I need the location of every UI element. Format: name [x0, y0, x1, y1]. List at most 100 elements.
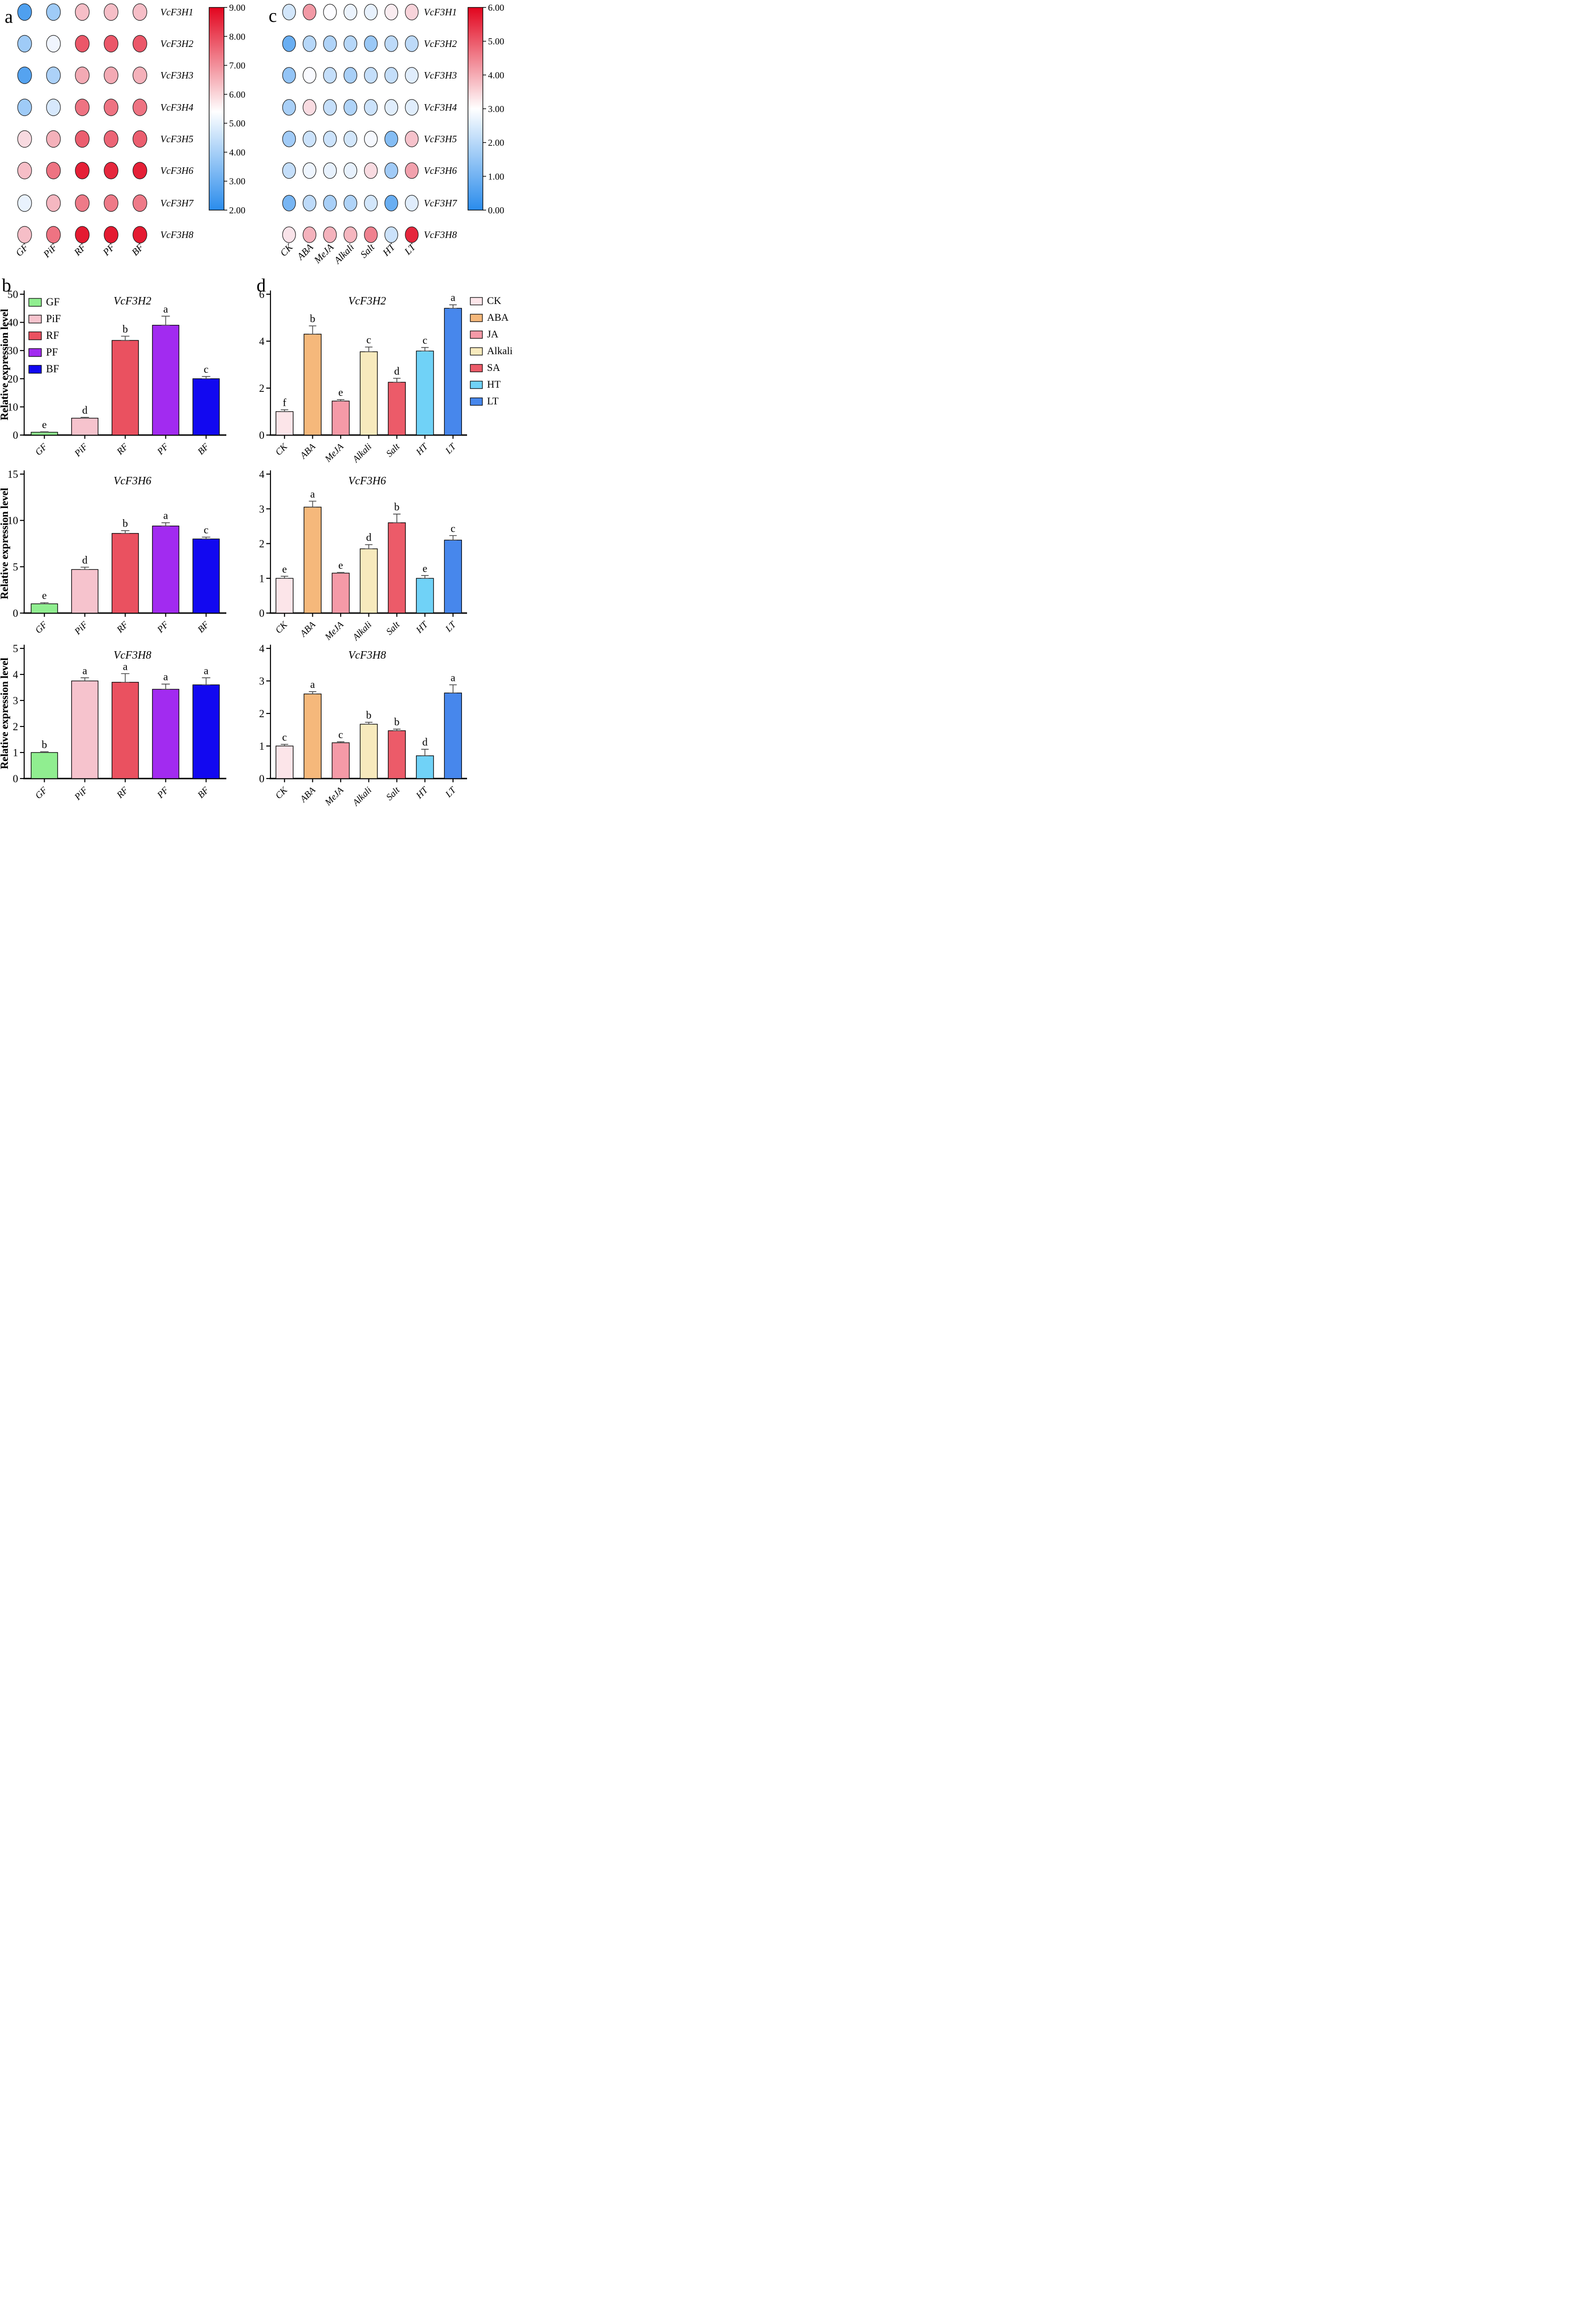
- heatmap-dot: [364, 226, 378, 243]
- heatmap-dot: [343, 195, 357, 211]
- sig-letter: b: [366, 709, 372, 721]
- heatmap-dot: [17, 194, 32, 212]
- sig-letter: b: [42, 739, 47, 750]
- panel-letter-b: b: [2, 275, 11, 296]
- y-axis-label: Relative expression level: [0, 658, 10, 769]
- y-axis-label: Relative expression level: [0, 488, 10, 600]
- heatmap-dot: [46, 66, 61, 84]
- heatmap-dot: [46, 162, 61, 179]
- bar: [303, 334, 322, 436]
- sig-letter: c: [422, 335, 427, 346]
- heatmap-dot: [303, 131, 316, 147]
- sig-letter: b: [394, 716, 400, 728]
- x-tick-label: HT: [414, 619, 431, 636]
- x-tick-label: CK: [273, 785, 290, 801]
- legend-label: JA: [487, 328, 499, 340]
- gene-label: VcF3H4: [424, 102, 457, 113]
- heatmap-dot: [17, 130, 32, 148]
- heatmap-dot: [303, 35, 316, 52]
- heatmap-dot: [75, 3, 90, 21]
- x-tick-label: PiF: [72, 619, 90, 637]
- gene-label: VcF3H4: [160, 102, 194, 113]
- legend-swatch: [470, 347, 483, 356]
- bar: [31, 603, 58, 614]
- x-tick-label: PiF: [72, 785, 90, 802]
- heatmap-dot: [104, 99, 119, 116]
- gene-label: VcF3H2: [160, 38, 194, 49]
- legend-swatch: [470, 330, 483, 339]
- bar: [112, 533, 139, 614]
- heatmap-dot: [384, 35, 398, 52]
- legend-swatch: [470, 364, 483, 372]
- legend-label: Alkali: [487, 345, 513, 357]
- heatmap-dot: [323, 67, 337, 84]
- sig-letter: a: [82, 665, 87, 676]
- heatmap-dot: [405, 99, 419, 116]
- bar-chart-b1: 0 10 20 30 40 50 e GF d PiF b RF a PF c BF VcF3H2 Relativ…: [0, 289, 226, 459]
- heatmap-col-label: LT: [402, 241, 418, 257]
- y-tick-label: 2: [259, 708, 265, 720]
- heatmap-dot: [282, 67, 296, 84]
- y-tick-label: 0: [259, 607, 265, 619]
- y-tick-label: 4: [259, 469, 265, 480]
- heatmap-dot: [384, 195, 398, 211]
- heatmap-dot: [104, 66, 119, 84]
- x-tick-label: Alkali: [350, 785, 374, 808]
- x-tick-label: GF: [33, 785, 50, 801]
- sig-letter: a: [310, 488, 315, 500]
- bar: [276, 578, 294, 614]
- y-tick-label: 4: [259, 643, 265, 654]
- x-tick-label: ABA: [297, 441, 317, 461]
- heatmap-dot: [104, 3, 119, 21]
- sig-letter: a: [451, 292, 455, 304]
- heatmap-dot: [384, 131, 398, 147]
- colorbar-tick-label: 3.00: [229, 177, 245, 187]
- y-tick-label: 0: [259, 429, 265, 441]
- heatmap-dot: [323, 99, 337, 116]
- heatmap-dot: [132, 130, 147, 148]
- heatmap-dot: [132, 226, 147, 244]
- heatmap-dot: [17, 66, 32, 84]
- y-tick-label: 1: [13, 747, 19, 759]
- bar: [71, 680, 99, 779]
- y-tick-label: 2: [13, 721, 19, 733]
- heatmap-dot: [303, 162, 316, 179]
- bar: [303, 693, 322, 779]
- bar-chart-d2: 0 1 2 3 4 e CK a ABA e MeJA d Alkali b Salt e HT c LT VcF3H…: [0, 469, 467, 643]
- x-tick-label: MeJA: [323, 619, 346, 642]
- heatmap-dot: [323, 162, 337, 179]
- bar: [360, 724, 378, 779]
- heatmap-dot: [104, 35, 119, 53]
- heatmap-col-label: ABA: [294, 241, 316, 263]
- heatmap-dot: [104, 194, 119, 212]
- heatmap-dot: [46, 99, 61, 116]
- heatmap-dot: [303, 67, 316, 84]
- sig-letter: d: [82, 554, 88, 566]
- bar: [360, 351, 378, 436]
- heatmap-dot: [364, 67, 378, 84]
- x-tick-label: PiF: [72, 441, 90, 459]
- colorbar-tick-label: 4.00: [229, 147, 245, 158]
- heatmap-dot: [132, 35, 147, 53]
- heatmap-dot: [405, 35, 419, 52]
- y-tick-label: 4: [13, 669, 19, 680]
- bar: [276, 411, 294, 436]
- heatmap-dot: [405, 226, 419, 243]
- gene-label: VcF3H8: [424, 229, 457, 240]
- heatmap-dot: [75, 194, 90, 212]
- heatmap-dot: [384, 226, 398, 243]
- bar: [388, 382, 406, 436]
- y-tick-label: 6: [259, 289, 265, 300]
- gene-label: VcF3H3: [160, 70, 193, 81]
- gene-label: VcF3H1: [160, 7, 193, 18]
- x-tick-label: CK: [273, 619, 290, 636]
- legend-swatch: [28, 365, 42, 374]
- legend-swatch: [470, 297, 483, 305]
- y-tick-label: 10: [7, 515, 18, 527]
- sig-letter: c: [338, 729, 343, 740]
- heatmap-dot: [384, 4, 398, 20]
- colorbar-tick-label: 9.00: [229, 3, 245, 13]
- heatmap-dot: [303, 4, 316, 20]
- heatmap-col-label: CK: [278, 241, 295, 258]
- heatmap-c: VcF3H1 VcF3H2 VcF3H3 VcF3H4 VcF3H5 VcF3H6 VcF3…: [278, 3, 504, 266]
